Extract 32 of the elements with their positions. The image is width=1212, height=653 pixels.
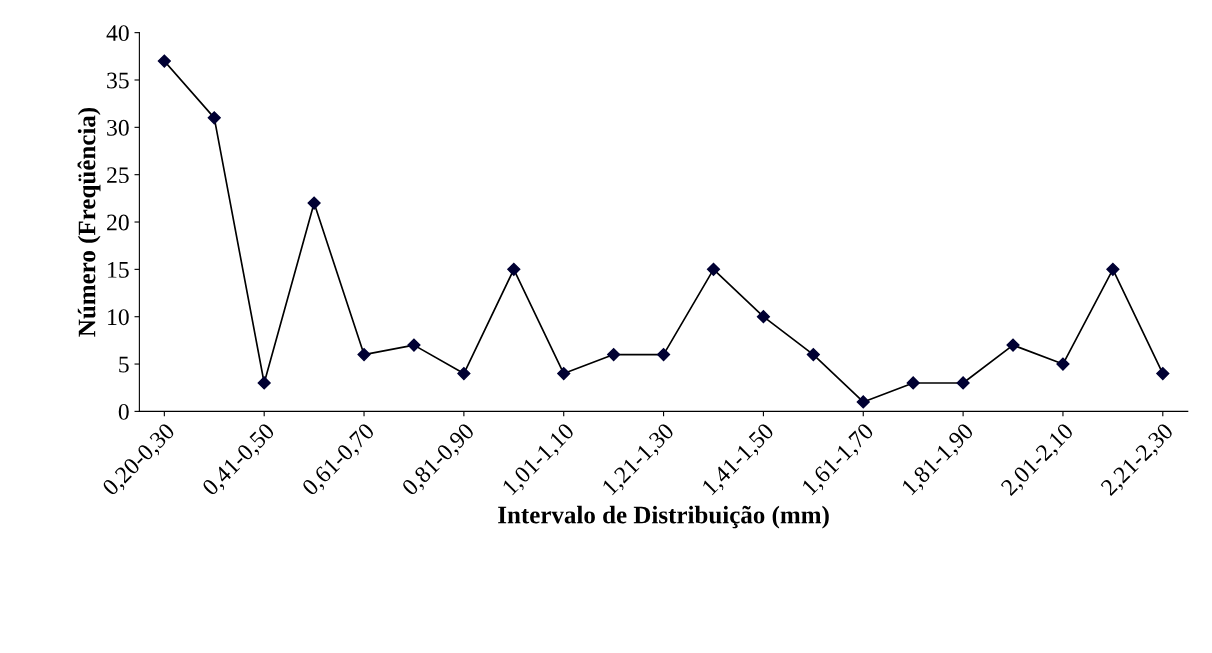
- y-tick-label: 0: [118, 403, 129, 420]
- point: [706, 262, 721, 276]
- point: [956, 376, 970, 390]
- point: [756, 310, 771, 324]
- y-tick-label: 20: [107, 214, 129, 231]
- y-tick-label: 5: [119, 356, 129, 373]
- point: [656, 347, 671, 362]
- y-tick-label: 35: [107, 72, 129, 89]
- point: [806, 347, 820, 362]
- point: [906, 376, 920, 390]
- point: [257, 376, 271, 390]
- point: [307, 196, 321, 210]
- point: [507, 262, 521, 276]
- point: [1006, 338, 1020, 352]
- point: [1056, 357, 1070, 371]
- point: [357, 347, 371, 362]
- point: [457, 366, 471, 381]
- y-tick-label: 40: [106, 25, 129, 42]
- x-axis-title: Intervalo de Distribuição (mm): [498, 505, 829, 529]
- point: [856, 395, 870, 409]
- point: [407, 338, 421, 352]
- y-tick-label: 15: [108, 261, 129, 278]
- y-tick-label: 30: [107, 119, 129, 136]
- point: [607, 347, 621, 362]
- point: [157, 54, 171, 68]
- y-tick-label: 25: [107, 167, 129, 184]
- point: [207, 111, 221, 125]
- point: [1156, 366, 1170, 381]
- y-tick-label: 10: [108, 309, 129, 326]
- y-axis-title: Número (Freqüência): [77, 107, 101, 337]
- point: [1106, 262, 1120, 276]
- point: [557, 366, 571, 381]
